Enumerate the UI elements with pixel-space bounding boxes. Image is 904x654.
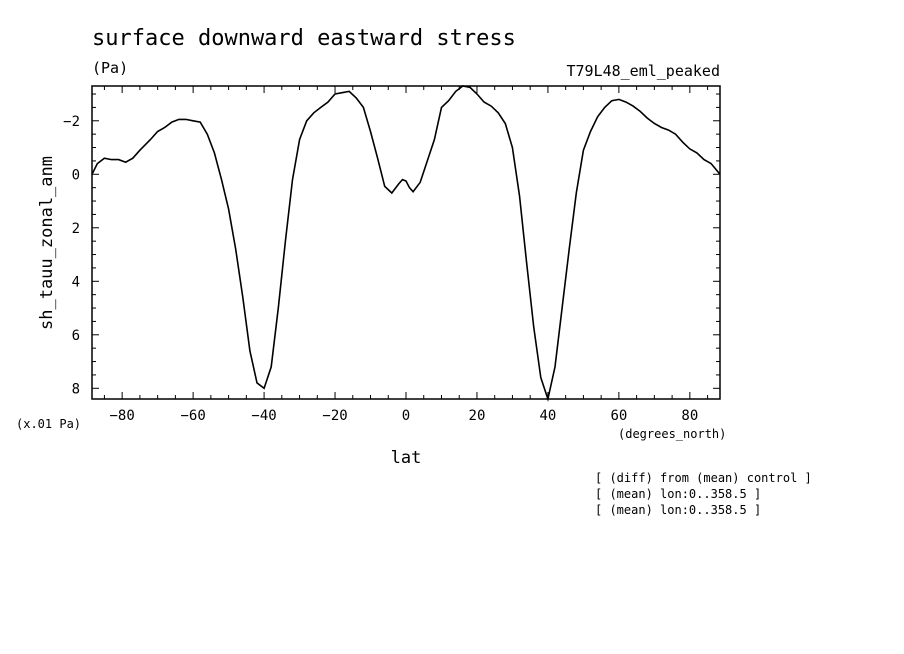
x-tick-label: −40 — [251, 408, 276, 424]
scale-note: (x.01 Pa) — [16, 417, 81, 431]
y-tick-label: 8 — [72, 381, 80, 397]
x-tick-label: 40 — [539, 408, 556, 424]
y-tick-label: −2 — [63, 114, 80, 130]
y-tick-label: 2 — [72, 221, 80, 237]
series-line — [91, 85, 721, 403]
chart-title: surface downward eastward stress — [92, 26, 516, 51]
note-line-1: [ (diff) from (mean) control ] — [595, 471, 812, 485]
x-tick-label: 20 — [469, 408, 486, 424]
y-tick-label: 0 — [72, 167, 80, 183]
x-tick-label: −20 — [322, 408, 347, 424]
run-label: T79L48_eml_peaked — [566, 62, 720, 80]
y-tick-label: 6 — [72, 328, 80, 344]
y-tick-label: 4 — [72, 274, 80, 290]
x-tick-label: 60 — [610, 408, 627, 424]
chart-units: (Pa) — [92, 59, 128, 77]
y-axis-label: sh_tauu_zonal_anm — [37, 156, 57, 330]
x-axis-label: lat — [391, 448, 422, 468]
axis-ticks — [92, 86, 720, 399]
note-line-3: [ (mean) lon:0..358.5 ] — [595, 503, 761, 517]
note-line-2: [ (mean) lon:0..358.5 ] — [595, 487, 761, 501]
plot-frame — [91, 85, 721, 400]
x-tick-label: −80 — [110, 408, 135, 424]
x-axis-units: (degrees_north) — [618, 427, 726, 441]
x-tick-label: 80 — [681, 408, 698, 424]
x-tick-label: −60 — [180, 408, 205, 424]
x-tick-label: 0 — [402, 408, 410, 424]
